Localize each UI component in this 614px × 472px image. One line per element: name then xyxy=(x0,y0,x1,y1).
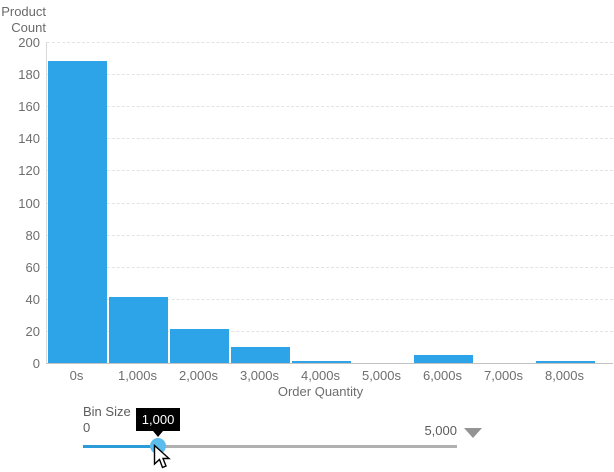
bar-1,000s[interactable] xyxy=(109,297,168,363)
y-axis-title-line1: Product xyxy=(1,4,46,19)
y-axis-title: Product Count xyxy=(0,4,46,36)
slider-value-tooltip: 1,000 xyxy=(135,408,181,437)
gridline xyxy=(47,42,613,43)
y-axis-tick-label: 140 xyxy=(18,131,40,147)
gridline xyxy=(47,74,613,76)
plot-area xyxy=(46,42,613,364)
x-axis-tick-label: 0s xyxy=(69,368,84,383)
bar-3,000s[interactable] xyxy=(231,346,290,363)
x-axis-tick-label: 6,000s xyxy=(422,368,463,383)
gridline xyxy=(47,202,613,204)
gridline xyxy=(47,170,613,172)
y-axis-tick-label: 180 xyxy=(18,67,40,83)
bar-2,000s[interactable] xyxy=(170,329,229,363)
y-axis-tick-label: 0 xyxy=(32,356,40,371)
slider-track-active[interactable] xyxy=(83,445,158,448)
y-axis-tick-label: 100 xyxy=(18,195,40,211)
x-axis-tick-label: 5,000s xyxy=(361,368,402,383)
y-axis-title-line2: Count xyxy=(11,20,46,35)
gridline xyxy=(47,138,613,140)
x-axis-tick-label: 2,000s xyxy=(178,368,219,383)
bin-size-label: Bin Size xyxy=(83,404,131,419)
x-axis-tick-label: 3,000s xyxy=(239,368,280,383)
y-axis-tick-label: 60 xyxy=(25,259,40,275)
y-axis-tick-label: 40 xyxy=(25,291,40,307)
bar-0s[interactable] xyxy=(48,61,107,363)
y-axis-tick-label: 120 xyxy=(18,163,40,179)
gridline xyxy=(47,234,613,236)
slider-track-inactive[interactable] xyxy=(157,445,457,448)
bar-4,000s[interactable] xyxy=(292,361,351,363)
slider-min-label: 0 xyxy=(83,420,91,435)
dropdown-arrow-icon[interactable] xyxy=(464,428,482,438)
gridline xyxy=(47,106,613,108)
mouse-cursor-icon xyxy=(153,443,173,472)
slider-handle[interactable] xyxy=(149,438,166,454)
bar-6,000s[interactable] xyxy=(414,354,473,363)
y-axis-tick-label: 160 xyxy=(18,99,40,115)
x-axis-tick-label: 7,000s xyxy=(483,368,524,383)
x-axis-tick-label: 8,000s xyxy=(544,368,585,383)
x-axis-tick-label: 4,000s xyxy=(300,368,341,383)
x-axis-title: Order Quantity xyxy=(277,384,364,399)
y-axis-tick-label: 200 xyxy=(18,35,40,50)
bar-8,000s[interactable] xyxy=(536,361,595,363)
x-axis-tick-label: 1,000s xyxy=(117,368,158,383)
gridline xyxy=(47,266,613,268)
slider-max-label: 5,000 xyxy=(424,423,457,438)
gridline xyxy=(47,298,613,300)
y-axis-tick-label: 80 xyxy=(25,227,40,243)
gridline xyxy=(47,330,613,332)
y-axis-tick-label: 20 xyxy=(25,323,40,339)
